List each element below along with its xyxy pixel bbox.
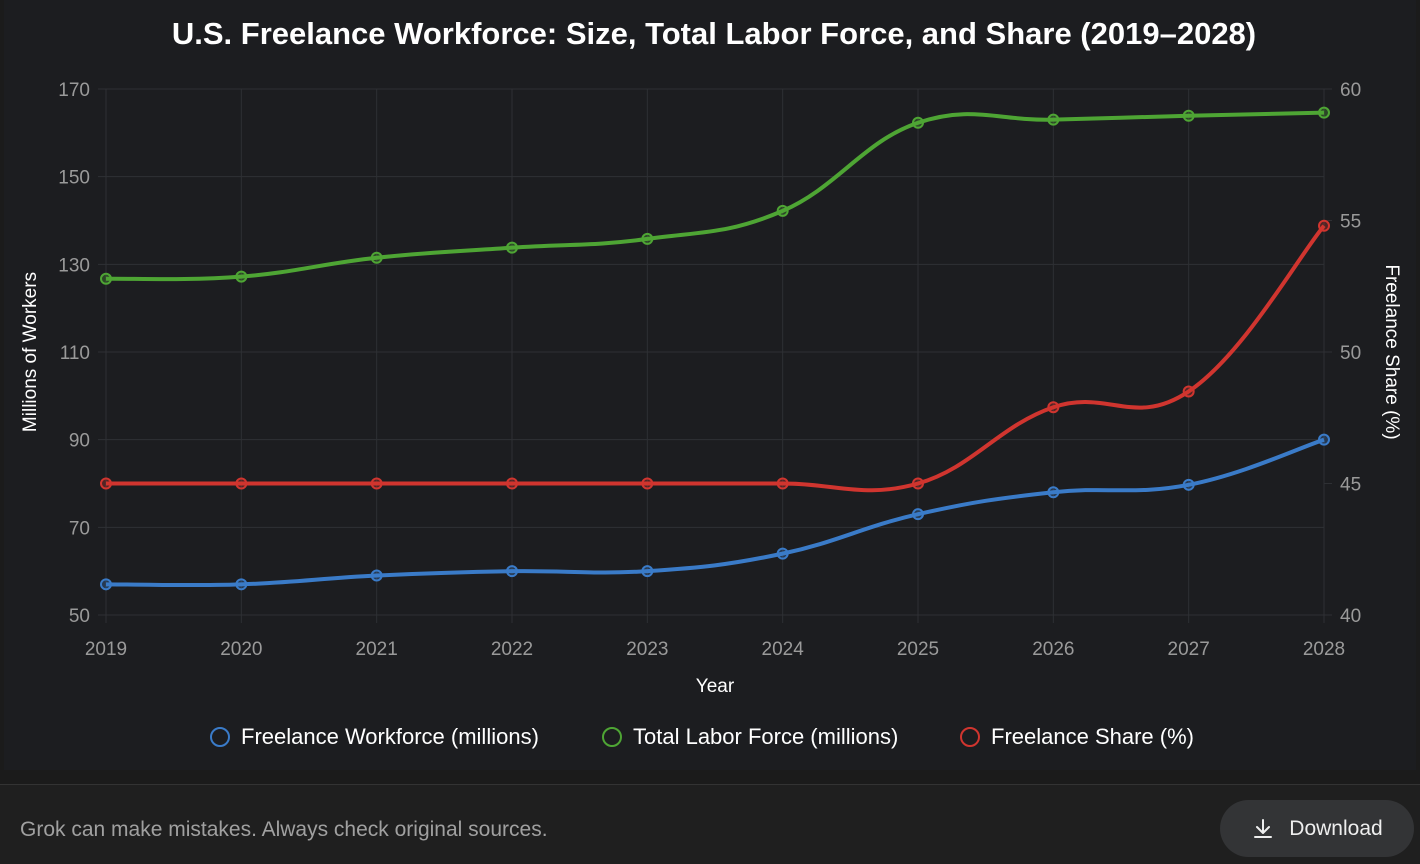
x-tick-label: 2027 (1168, 639, 1210, 660)
x-tick-label: 2024 (762, 639, 805, 660)
data-point (641, 477, 654, 490)
footer (0, 785, 1420, 864)
chart-panel: U.S. Freelance Workforce: Size, Total La… (4, 0, 1416, 770)
data-point (912, 508, 924, 521)
y2-tick-label: 55 (1340, 212, 1361, 233)
series-line-1 (105, 110, 1325, 282)
data-point (641, 565, 654, 578)
divider (0, 784, 1420, 785)
x-tick-label: 2021 (356, 639, 398, 660)
data-point (235, 477, 248, 490)
download-icon (1254, 818, 1273, 838)
data-point (370, 569, 383, 582)
data-point (912, 477, 924, 490)
data-point (100, 578, 112, 591)
data-point (1318, 219, 1330, 232)
x-tick-label: 2028 (1303, 639, 1345, 660)
y-tick-label: 130 (58, 255, 90, 276)
y-tick-label: 50 (69, 606, 90, 627)
data-point (235, 578, 248, 591)
series-line-2 (106, 224, 1326, 493)
legend-marker (960, 727, 980, 747)
y-tick-label: 70 (69, 518, 90, 539)
y2-tick-label: 60 (1340, 80, 1361, 101)
data-point (1182, 109, 1195, 122)
data-point (506, 241, 518, 254)
y2-tick-label: 45 (1340, 475, 1361, 496)
download-label: Download (1289, 816, 1383, 840)
x-tick-label: 2025 (897, 639, 939, 660)
data-point (370, 477, 383, 490)
data-point (100, 272, 112, 285)
data-point (506, 477, 518, 490)
legend-item[interactable]: Freelance Share (%) (991, 724, 1194, 749)
data-point (100, 477, 112, 490)
legend-item[interactable]: Freelance Workforce (millions) (241, 724, 539, 749)
y-axis-title: Millions of Workers (20, 272, 41, 432)
y2-tick-label: 50 (1340, 343, 1361, 364)
data-point (641, 232, 654, 245)
line-chart: U.S. Freelance Workforce: Size, Total La… (20, 16, 1402, 749)
data-point (506, 565, 518, 578)
x-axis-title: Year (696, 676, 735, 697)
x-tick-label: 2023 (626, 639, 668, 660)
data-point (370, 251, 383, 264)
legend-marker (210, 727, 230, 747)
y2-tick-label: 40 (1340, 606, 1361, 627)
data-point (1318, 106, 1330, 119)
x-tick-label: 2019 (85, 639, 127, 660)
data-point (1047, 486, 1060, 499)
disclaimer-text: Grok can make mistakes. Always check ori… (20, 818, 548, 841)
series-line-0 (105, 437, 1325, 588)
data-point (776, 477, 789, 490)
x-tick-label: 2022 (491, 639, 533, 660)
data-point (912, 116, 924, 129)
data-point (1047, 113, 1060, 126)
y-tick-label: 150 (58, 168, 90, 189)
y-tick-label: 90 (69, 431, 90, 452)
data-point (1318, 433, 1330, 446)
data-point (1182, 385, 1195, 398)
data-point (1182, 478, 1195, 491)
chart-title: U.S. Freelance Workforce: Size, Total La… (172, 16, 1256, 51)
y-tick-label: 110 (60, 343, 90, 364)
y-tick-label: 170 (58, 80, 90, 101)
legend-item[interactable]: Total Labor Force (millions) (633, 724, 898, 749)
data-point (776, 547, 789, 560)
x-tick-label: 2026 (1032, 639, 1074, 660)
data-point (776, 204, 789, 217)
x-tick-label: 2020 (220, 639, 262, 660)
data-point (235, 270, 248, 283)
download-button[interactable]: Download (1220, 800, 1414, 857)
legend-marker (602, 727, 622, 747)
y2-axis-title: Freelance Share (%) (1381, 264, 1402, 439)
data-point (1047, 401, 1060, 414)
